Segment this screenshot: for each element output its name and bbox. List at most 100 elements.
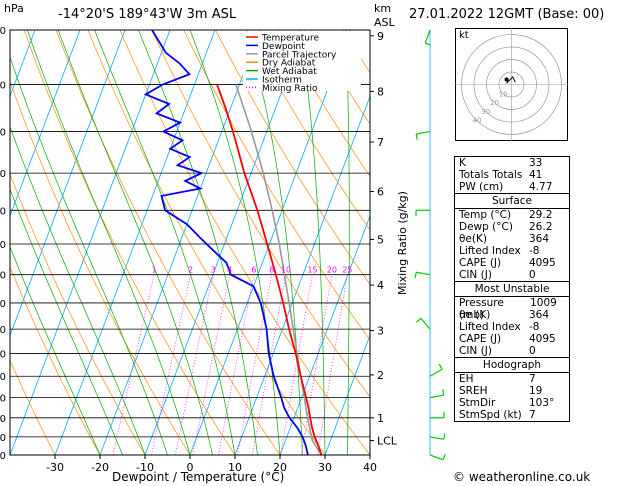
most-unstable-row-value: 1009 (530, 297, 557, 309)
mixing-ratio-line (251, 274, 287, 455)
pressure-tick-label: 550 (0, 240, 6, 251)
wind-barb-flag (416, 317, 422, 323)
storm-motion-marker (504, 77, 509, 82)
hodograph-stat-row-value: 103° (529, 397, 555, 409)
most-unstable-row-label: θe (K) (459, 309, 491, 321)
surface-row-label: CAPE (J) (459, 257, 502, 269)
pressure-tick-label: 450 (0, 169, 6, 180)
mixing-ratio-line (151, 274, 191, 455)
copyright-label: © weatheronline.co.uk (453, 470, 591, 484)
km-tick-label: 4 (377, 279, 384, 292)
surface-row-label: Temp (°C) (459, 209, 512, 221)
hodograph-stat-row-value: 7 (529, 373, 536, 385)
km-tick-label: 5 (377, 233, 384, 246)
hodograph-stat-row: EH 7 (455, 373, 569, 385)
x-tick-label: 20 (273, 461, 287, 474)
dry-adiabat-line (10, 359, 56, 455)
km-tick-label: 3 (377, 325, 384, 338)
hodograph-ring-label: 20 (490, 99, 499, 107)
wind-barb (416, 130, 431, 135)
dry-adiabat-line (10, 266, 101, 455)
pressure-tick-label: 950 (0, 433, 6, 444)
hodograph-stat-row-label: SREH (459, 385, 488, 397)
most-unstable-title: Most Unstable (455, 281, 569, 297)
dry-adiabat-line (10, 173, 146, 455)
dry-adiabat-line (215, 30, 370, 285)
most-unstable-row-label: CIN (J) (459, 345, 492, 357)
wet-adiabat-line (10, 245, 101, 455)
hodograph-kt-label: kt (459, 30, 469, 41)
datetime-label: 27.01.2022 12GMT (Base: 00) (409, 7, 605, 22)
mixing-ratio-label: 6 (251, 266, 256, 275)
isotherm-line (54, 30, 216, 455)
wind-barb-flag (443, 433, 446, 440)
legend-label: Isotherm (262, 76, 302, 86)
pressure-tick-label: 850 (0, 394, 6, 405)
hodograph-stat-row: StmDir 103° (455, 397, 569, 409)
most-unstable-row-label: Pressure (mb) (459, 297, 504, 321)
index-row: PW (cm) 4.77 (455, 181, 569, 193)
isotherm-line (234, 95, 370, 455)
wind-barb (429, 368, 443, 377)
dry-adiabat-line (10, 80, 191, 455)
km-tick-label: 9 (377, 30, 384, 43)
hodograph-table-title: Hodograph (455, 357, 569, 373)
km-tick-label: LCL (377, 435, 398, 448)
x-tick-label: 0 (187, 461, 194, 474)
wind-barb (429, 454, 444, 461)
x-tick-label: 30 (318, 461, 332, 474)
hodograph-stat-row-label: StmSpd (kt) (459, 409, 522, 421)
isotherm-line (10, 30, 126, 337)
hodograph-stat-row-value: 19 (529, 385, 543, 397)
parcel-trajectory-line (235, 84, 323, 455)
km-tick-label: 6 (377, 185, 384, 198)
surface-row: CAPE (J) 4095 (455, 257, 569, 269)
surface-row-value: 0 (529, 269, 536, 281)
mixing-ratio-label: 2 (188, 266, 193, 275)
surface-row-value: 26.2 (529, 221, 553, 233)
most-unstable-row: CAPE (J) 4095 (455, 333, 569, 345)
hodograph-stat-row-label: StmDir (459, 397, 496, 409)
pressure-tick-label: 800 (0, 372, 6, 383)
surface-row: Dewp (°C) 26.2 (455, 221, 569, 233)
surface-row-label: Dewp (°C) (459, 221, 513, 233)
surface-row-value: 364 (529, 233, 550, 245)
x-axis-label: Dewpoint / Temperature (°C) (112, 470, 285, 484)
mixing-ratio-label: 8 (269, 266, 274, 275)
pressure-tick-label: 500 (0, 206, 6, 217)
mixing-ratio-line (317, 274, 348, 455)
wind-barb (416, 271, 431, 276)
wind-barb-flag (438, 363, 443, 370)
mixing-ratio-label: 1 (152, 266, 157, 275)
wind-barb (429, 436, 444, 440)
wet-adiabat-line (10, 125, 146, 455)
mixing-ratio-line (280, 274, 313, 455)
wind-barb-flag (442, 389, 445, 396)
most-unstable-row-label: Lifted Index (459, 321, 521, 333)
legend-label: Mixing Ratio (262, 84, 318, 94)
wind-barb-flag (442, 453, 446, 460)
index-row-value: 4.77 (529, 181, 553, 193)
hodograph-stat-row-label: EH (459, 373, 474, 385)
index-row-label: PW (cm) (459, 181, 504, 193)
temperature-line (216, 84, 323, 455)
surface-row-label: CIN (J) (459, 269, 492, 281)
legend-background (243, 31, 361, 91)
units-asl-label: ASL (374, 16, 395, 29)
pressure-tick-label: 300 (0, 26, 6, 37)
index-row: K 33 (455, 157, 569, 169)
most-unstable-row-label: CAPE (J) (459, 333, 502, 345)
hodograph-ring-label: 40 (473, 117, 482, 125)
index-row-label: Totals Totals (459, 169, 523, 181)
pressure-tick-label: 700 (0, 325, 6, 336)
wind-barb (420, 317, 431, 330)
wind-barb (429, 394, 444, 399)
dry-adiabat-line (567, 30, 629, 455)
pressure-tick-label: 650 (0, 299, 6, 310)
km-tick-label: 8 (377, 85, 384, 98)
pressure-tick-label: 750 (0, 349, 6, 360)
dry-adiabat-line (247, 30, 370, 231)
mixing-ratio-label: 20 (327, 266, 337, 275)
mixing-ratio-label: 25 (342, 266, 352, 275)
